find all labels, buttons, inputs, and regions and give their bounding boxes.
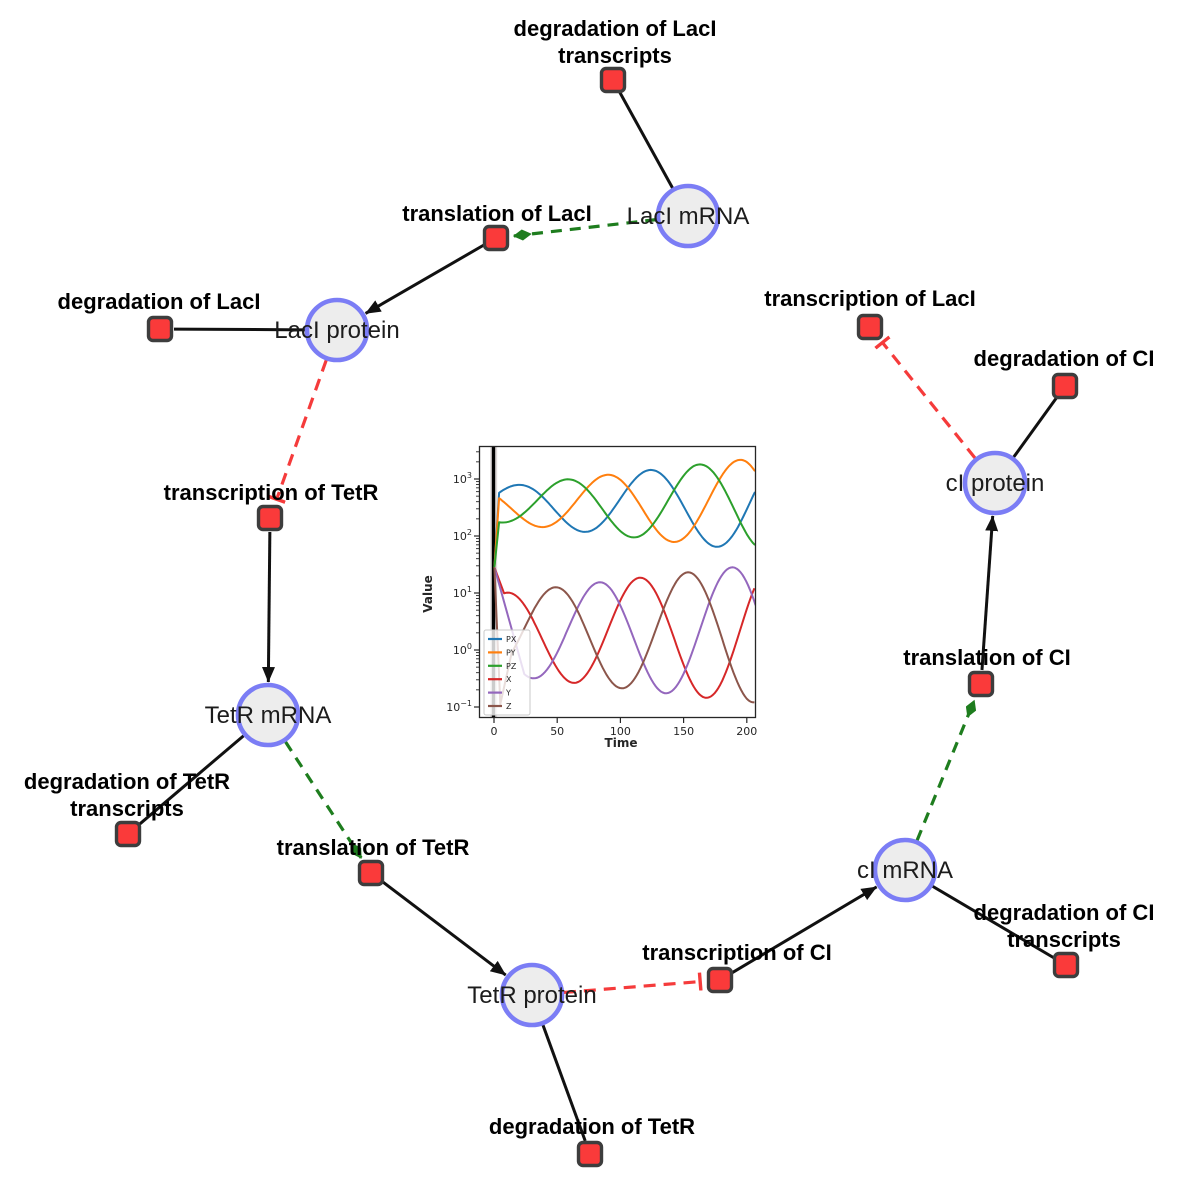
inset-legend-label-X: X: [506, 675, 512, 684]
reaction-label-deg_ci: degradation of CI: [974, 346, 1155, 371]
edge-inhibition-ci_protein-to-transcr_laci: [874, 335, 977, 460]
reaction-label-deg_tetr_tx-line2: transcripts: [70, 796, 184, 821]
species-node-ci_mrna: [872, 837, 938, 903]
edges-layer: [137, 91, 1059, 1142]
reaction-node-deg_ci: [1051, 372, 1079, 400]
reaction-node-transl_laci: [482, 224, 510, 252]
species-label-laci_mrna: LacI mRNA: [627, 203, 750, 230]
species-node-tetr_mrna: [235, 682, 301, 748]
reaction-node-transcr_tetr: [256, 504, 284, 532]
edge-consumption-ci_protein-to-deg_ci: [1012, 396, 1059, 458]
inset-series-PZ: [493, 463, 756, 568]
inset-ytick-label: 102: [453, 528, 472, 543]
reaction-label-transl_tetr: translation of TetR: [277, 835, 470, 860]
edge-inhibition-tetr_protein-to-transcr_ci: [563, 972, 703, 995]
edge-consumption-tetr_mrna-to-deg_tetr_tx: [137, 734, 245, 827]
labels-layer: degradation of LacItranscriptstranslatio…: [24, 16, 1155, 1139]
reaction-label-transcr_laci: transcription of LacI: [764, 286, 975, 311]
reaction-label-deg_tetr_tx-line1: degradation of TetR: [24, 769, 230, 794]
reaction-node-transl_tetr: [357, 859, 385, 887]
inset-legend-label-Z: Z: [506, 702, 512, 711]
edge-modifier-ci_mrna-to-transl_ci: [915, 699, 977, 841]
inset-plot: 0 50 100 150 200 10−1 100 101 102 103 Value Time PX P…: [421, 445, 757, 750]
edge-inhibition-laci_protein-to-transcr_tetr: [267, 359, 328, 504]
edge-production-transcr_ci-to-ci_mrna: [731, 885, 878, 975]
reaction-label-deg_ci_tx-line1: degradation of CI: [974, 900, 1155, 925]
reaction-node-deg_tetr_tx: [114, 820, 142, 848]
inset-series-PX: [493, 468, 756, 568]
species-node-laci_mrna: [655, 183, 721, 249]
edge-production-transl_ci-to-ci_protein: [980, 515, 999, 671]
inset-legend-box: [483, 629, 531, 716]
edge-consumption-tetr_protein-to-deg_tetr: [541, 1024, 587, 1142]
species-label-tetr_mrna: TetR mRNA: [205, 702, 332, 729]
inset-axes-frame: [478, 445, 757, 719]
inset-xtick-label: 200: [736, 725, 757, 738]
edge-production-transl_tetr-to-tetr_protein: [381, 880, 507, 977]
inset-xtick-label: 0: [491, 725, 498, 738]
edge-modifier-tetr_mrna-to-transl_tetr: [284, 740, 363, 859]
nodes-layer: [114, 66, 1080, 1168]
species-label-ci_protein: cI protein: [946, 470, 1045, 497]
reaction-label-deg_ci_tx-line2: transcripts: [1007, 927, 1121, 952]
inset-ytick-label: 10−1: [446, 699, 472, 714]
inset-xtick-label: 150: [673, 725, 694, 738]
reaction-label-deg_tetr: degradation of TetR: [489, 1114, 695, 1139]
edge-production-transl_laci-to-laci_protein: [364, 243, 485, 315]
species-node-tetr_protein: [499, 962, 565, 1028]
inset-legend-label-PY: PY: [506, 648, 516, 657]
edge-consumption-ci_mrna-to-deg_ci_tx: [931, 884, 1055, 960]
edge-modifier-laci_mrna-to-transl_laci: [512, 218, 657, 241]
inset-curves: [493, 458, 756, 706]
inset-ytick-label: 103: [453, 471, 472, 486]
reaction-label-deg_laci_tx-line1: degradation of LacI: [514, 16, 717, 41]
inset-legend-label-Y: Y: [505, 689, 511, 698]
reaction-node-deg_ci_tx: [1052, 951, 1080, 979]
species-node-laci_protein: [304, 297, 370, 363]
inset-xtick-label: 50: [550, 725, 564, 738]
reaction-label-deg_laci: degradation of LacI: [58, 289, 261, 314]
inset-ytick-label: 101: [453, 585, 472, 600]
species-label-laci_protein: LacI protein: [274, 317, 399, 344]
inset-series-Y: [493, 566, 756, 695]
species-node-ci_protein: [962, 450, 1028, 516]
inset-ytick-label: 100: [453, 642, 472, 657]
reaction-node-deg_tetr: [576, 1140, 604, 1168]
reaction-label-transcr_tetr: transcription of TetR: [164, 480, 379, 505]
reaction-label-transl_ci: translation of CI: [903, 645, 1070, 670]
inset-ylabel: Value: [421, 575, 435, 613]
inset-series-X: [493, 567, 756, 699]
inset-series-Z: [493, 567, 755, 706]
inset-xlabel: Time: [605, 736, 638, 750]
inset-legend-label-PZ: PZ: [506, 662, 517, 671]
inset-series-PY: [493, 458, 756, 568]
reaction-node-transcr_ci: [706, 966, 734, 994]
edge-consumption-laci_protein-to-deg_laci: [173, 327, 306, 332]
edge-consumption-laci_mrna-to-deg_laci_tx: [618, 91, 674, 189]
inset-legend-label-PX: PX: [506, 635, 517, 644]
edge-production-transcr_tetr-to-tetr_mrna: [261, 531, 275, 683]
reaction-node-transl_ci: [967, 670, 995, 698]
reaction-label-deg_laci_tx-line2: transcripts: [558, 43, 672, 68]
reaction-node-deg_laci_tx: [599, 66, 627, 94]
reaction-label-transcr_ci: transcription of CI: [642, 940, 831, 965]
species-label-ci_mrna: cI mRNA: [857, 857, 953, 884]
reaction-node-transcr_laci: [856, 313, 884, 341]
species-label-tetr_protein: TetR protein: [467, 982, 596, 1009]
reaction-label-transl_laci: translation of LacI: [402, 201, 591, 226]
reaction-node-deg_laci: [146, 315, 174, 343]
inset-xtick-label: 100: [610, 725, 631, 738]
